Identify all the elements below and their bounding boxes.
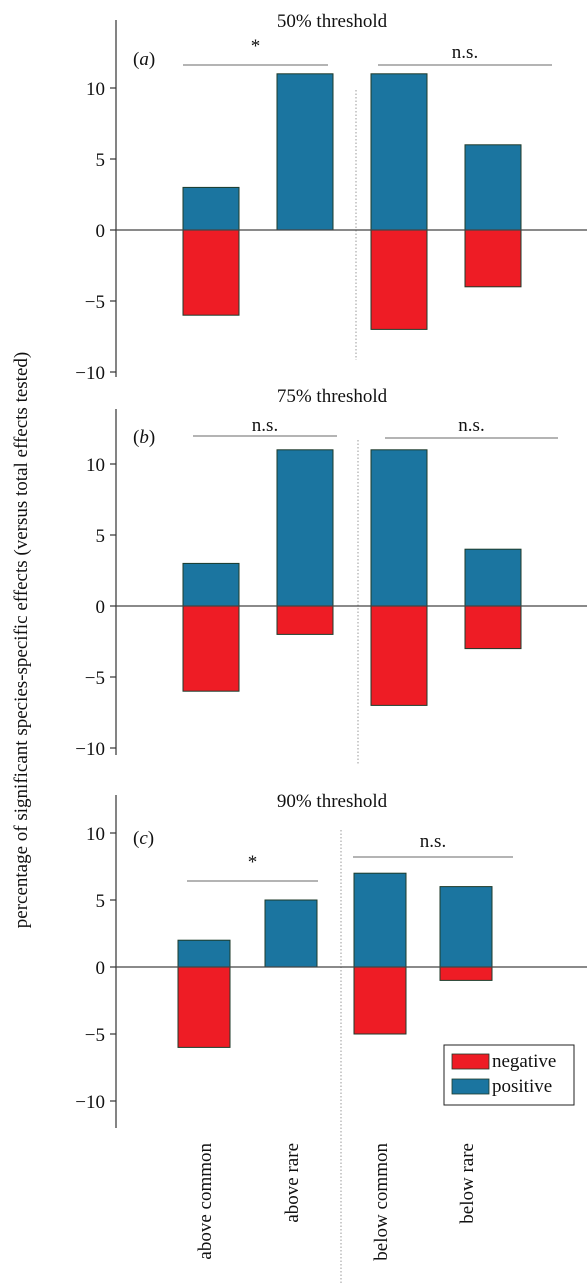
y-tick-label: −10: [75, 1092, 105, 1113]
legend-swatch-positive: [451, 1078, 490, 1095]
bar-negative: [370, 605, 428, 706]
legend-label-positive: positive: [492, 1076, 552, 1097]
bar-positive: [276, 449, 334, 607]
x-tick-label: below rare: [457, 1143, 478, 1224]
significance-label: n.s.: [458, 415, 484, 436]
bar-positive: [182, 562, 240, 607]
y-tick-label: 0: [96, 597, 106, 618]
bar-positive: [464, 548, 522, 607]
x-tick-label: below common: [371, 1143, 392, 1261]
significance-label: n.s.: [252, 415, 278, 436]
significance-label: *: [251, 36, 261, 57]
bar-negative: [182, 229, 240, 316]
legend-swatch-negative: [451, 1053, 490, 1070]
bar-positive: [276, 73, 334, 231]
panel-a: 50% threshold (a) 10 5 0 −5 −10 * n.s.: [75, 11, 587, 384]
significance-label: *: [248, 852, 258, 873]
panel-b: 75% threshold (b) 10 5 0 −5 −10 n.s. n.s.: [75, 386, 587, 765]
y-tick-label: −10: [75, 739, 105, 760]
bar-negative: [439, 966, 493, 981]
y-tick-label: 10: [86, 824, 105, 845]
panel-title: 50% threshold: [277, 11, 388, 32]
x-tick-label: above rare: [282, 1143, 303, 1223]
bar-negative: [276, 605, 334, 635]
panel-c: 90% threshold (c) 10 5 0 −5 −10 * n.s.: [75, 791, 587, 1285]
legend-label-negative: negative: [492, 1051, 556, 1072]
bar-positive: [370, 449, 428, 607]
y-tick-label: 0: [96, 221, 106, 242]
significance-label: n.s.: [452, 42, 478, 63]
y-axis-label: percentage of significant species-specif…: [11, 352, 32, 928]
y-tick-label: 10: [86, 455, 105, 476]
y-tick-label: −5: [85, 1025, 105, 1046]
panel-title: 75% threshold: [277, 386, 388, 407]
bar-positive: [264, 899, 318, 968]
bar-negative: [464, 605, 522, 650]
legend: negative positive: [443, 1044, 575, 1106]
y-tick-label: 0: [96, 958, 106, 979]
x-tick-label: above common: [195, 1143, 216, 1260]
bar-positive: [353, 872, 407, 968]
bar-negative: [177, 966, 231, 1048]
x-tick-labels: above common above rare below common below …: [195, 1143, 478, 1261]
bar-negative: [370, 229, 428, 330]
panel-label: (c): [133, 828, 154, 849]
bar-positive: [370, 73, 428, 231]
y-tick-label: −5: [85, 668, 105, 689]
y-tick-label: 10: [86, 79, 105, 100]
y-tick-label: 5: [96, 526, 106, 547]
panel-label: (b): [133, 427, 155, 448]
bar-negative: [353, 966, 407, 1035]
y-tick-label: −10: [75, 363, 105, 384]
y-tick-label: −5: [85, 292, 105, 313]
y-tick-label: 5: [96, 891, 106, 912]
panel-title: 90% threshold: [277, 791, 388, 812]
bar-negative: [464, 229, 522, 288]
bar-negative: [182, 605, 240, 692]
y-tick-label: 5: [96, 150, 106, 171]
significance-label: n.s.: [420, 831, 446, 852]
bar-positive: [439, 886, 493, 968]
bar-positive: [177, 939, 231, 968]
bar-positive: [182, 186, 240, 231]
bar-positive: [464, 144, 522, 231]
panel-label: (a): [133, 49, 155, 70]
